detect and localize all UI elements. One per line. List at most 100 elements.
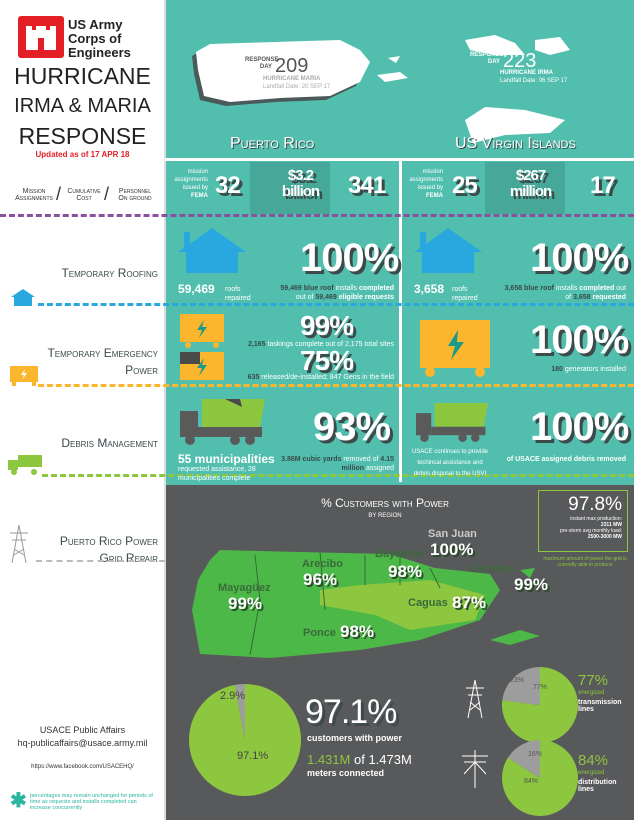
legend-slash: / <box>104 184 110 204</box>
usvi-personnel: 17 <box>590 172 616 199</box>
distribution-small-green-label: 84% <box>524 778 539 785</box>
transmission-tower-icon <box>466 680 484 718</box>
legend-slash: / <box>56 184 62 204</box>
column-divider <box>399 160 402 482</box>
usvi-response-day-label: RESPONSE DAY <box>470 52 504 65</box>
pr-power-detail-2: 635 released/de-installed; 847 Gens in t… <box>247 374 394 381</box>
divider <box>164 0 166 820</box>
pr-response-day-label: RESPONSE DAY <box>245 57 279 70</box>
section-roofing-label: Temporary Roofing <box>61 266 158 280</box>
region-label-arecibo: Arecibo <box>302 558 343 570</box>
pr-roofs: 59,469 <box>178 282 215 296</box>
castle-icon <box>26 26 56 50</box>
row-divider <box>165 158 634 161</box>
region-pct-bayamon: 98% <box>388 562 423 581</box>
transmission-pct: 77% <box>578 672 609 689</box>
distribution-name: distribution lines <box>578 779 617 793</box>
usvi-cost: $267 million <box>509 167 552 200</box>
region-pct-arecibo: 96% <box>303 570 338 589</box>
usvi-hurricane: HURRICANE IRMA <box>500 70 553 76</box>
contact-name: USACE Public Affairs <box>39 725 126 735</box>
dump-truck-icon <box>8 455 42 475</box>
transmission-energized: energized <box>578 690 605 696</box>
main-pie-small-label: 2.9% <box>220 690 246 702</box>
contact-email[interactable]: hq-publicaffairs@usace.army.mil <box>17 738 148 748</box>
generator-icon <box>420 320 490 377</box>
meters-label: meters connected <box>307 768 385 778</box>
region-label-ponce: Ponce <box>303 627 337 639</box>
puerto-rico-map <box>192 40 408 106</box>
transmission-small-green-label: 77% <box>533 684 548 691</box>
region-label-mayaguez: Mayagüez <box>218 582 271 594</box>
pr-power-pct-2: 75% <box>300 345 354 376</box>
usvi-missions: 25 <box>452 172 478 199</box>
house-icon <box>178 228 246 273</box>
transmission-small-gray-label: 23% <box>510 677 525 684</box>
pie-slice-minor <box>507 740 540 778</box>
pie-slice-minor <box>234 684 245 740</box>
pr-response-day: 209 <box>275 55 309 77</box>
capacity-pct: 97.8% <box>568 494 622 515</box>
legend-cost: Cumulative Cost <box>67 188 101 202</box>
capacity-box: 97.8% instant max production: 2311 MW pr… <box>538 490 628 552</box>
facebook-link[interactable]: https://www.facebook.com/USACEHQ/ <box>31 764 134 770</box>
usvi-power-detail: 180 generators installed <box>551 366 626 373</box>
legend-personnel: Personnel On ground <box>118 188 152 202</box>
pie-slice-minor <box>502 667 540 705</box>
pr-landfall: Landfall Date: 20 SEP 17 <box>263 84 331 90</box>
usvi-roofs: 3,658 <box>414 282 445 296</box>
region-label-san-juan: San Juan <box>428 528 477 540</box>
region-map <box>192 550 540 658</box>
org-name: US Army Corps of Engineers <box>68 17 131 60</box>
pr-missions: 32 <box>215 172 241 199</box>
region-label-caguas: Caguas <box>408 597 448 609</box>
footer-note: percentages may remain unchanged for per… <box>30 793 153 811</box>
utility-pole-icon <box>462 750 488 788</box>
pr-roof-detail: 59,469 blue roof installs completed out … <box>280 285 394 301</box>
asterisk-icon: ✱ <box>10 790 27 812</box>
distribution-energized: energized <box>578 770 605 776</box>
pr-debris-pct: 93% <box>313 405 391 449</box>
pie-charts <box>189 667 578 816</box>
updated-date: Updated as of 17 APR 18 <box>35 150 130 159</box>
usvi-roof-detail: 3,658 blue roof installs completed out o… <box>504 285 626 301</box>
region-pct-carolina: 99% <box>514 575 549 594</box>
transmission-tower-icon <box>10 525 28 563</box>
pr-heading: Puerto Rico <box>230 135 315 152</box>
pr-debris-detail: 3.86M cubic yards removed of 4.15 millio… <box>281 456 394 472</box>
usvi-power-pct: 100% <box>530 318 629 362</box>
grid-subtitle: BY REGION <box>368 513 402 519</box>
meters: 1.431M of 1.473M <box>307 752 412 767</box>
power-divider <box>38 384 634 387</box>
capacity-value-2: 2500-3000 MW <box>587 534 622 540</box>
region-pct-san-juan: 100% <box>430 540 474 559</box>
pr-power-pct-1: 99% <box>300 310 354 341</box>
page-title: HURRICANE IRMA & MARIA RESPONSE <box>0 60 165 152</box>
grid-divider <box>36 560 165 562</box>
usvi-debris-text: USACE continues to provide techincal ass… <box>411 449 489 477</box>
region-label-carolina: Carolina <box>470 563 515 575</box>
pr-power-detail-1: 2,165 taskings complete out of 2,175 tot… <box>248 341 394 348</box>
pr-personnel: 341 <box>348 172 386 199</box>
region-pct-mayaguez: 99% <box>228 594 263 613</box>
usace-logo <box>18 16 64 58</box>
generator-icon <box>10 366 38 386</box>
customers-pct: 97.1% <box>305 693 397 731</box>
legend-mission: Mission Assignments <box>15 188 53 202</box>
roofing-divider <box>38 303 634 306</box>
capacity-value-1: 2311 MW <box>600 522 622 528</box>
usvi-map <box>465 35 570 143</box>
pr-cost: $3.2 billion <box>281 167 320 200</box>
usvi-mission-label: mission assignments issued by FEMA <box>409 169 443 199</box>
debris-divider <box>42 474 634 477</box>
pr-hurricane: HURRICANE MARIA <box>263 76 321 82</box>
usvi-heading: US Virgin Islands <box>455 135 576 152</box>
main-pie-big-label: 97.1% <box>237 750 269 762</box>
region-pct-ponce: 98% <box>340 622 375 641</box>
house-icon <box>11 289 35 306</box>
pr-mission-label: mission assignments issued by FEMA <box>174 169 208 199</box>
generator-icon <box>180 314 224 380</box>
grid-title: % Customers with Power <box>321 496 449 510</box>
usvi-roofs-label: roofs repaired <box>452 286 478 302</box>
capacity-note: maximum amount of power the grid is curr… <box>543 556 627 568</box>
